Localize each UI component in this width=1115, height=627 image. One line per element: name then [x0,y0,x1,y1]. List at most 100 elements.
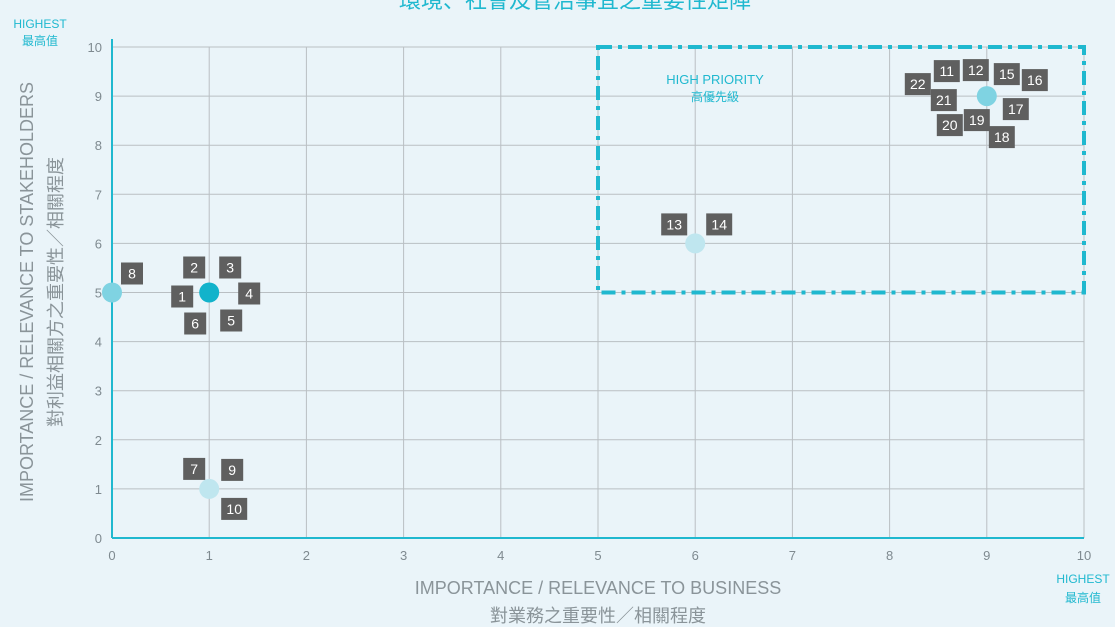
issue-number: 22 [910,76,926,92]
issue-number: 4 [245,286,253,302]
issue-label-box [221,458,244,481]
issue-number: 6 [191,316,199,332]
data-points [102,86,997,499]
issue-label: 6 [184,312,207,335]
issue-number: 8 [128,266,136,282]
issue-label: 14 [706,213,733,236]
issue-label: 20 [936,114,963,137]
issue-label-box [121,262,143,285]
x-tick-label: 8 [886,548,893,563]
issue-label: 9 [221,458,244,481]
issue-number: 1 [178,289,186,305]
y-tick-label: 2 [95,433,102,448]
y-corner-label-zh: 最高值 [22,33,58,48]
issue-label: 1 [171,285,194,308]
issue-number: 10 [226,501,242,517]
issue-number: 15 [999,66,1015,82]
x-corner-label: HIGHEST [1056,572,1110,586]
issue-label-box [184,312,207,335]
issue-label-box [962,59,989,82]
y-tick-label: 4 [95,335,102,350]
issue-label-box [1002,98,1029,121]
high-priority-label-zh: 高優先級 [691,89,739,104]
issue-label: 3 [219,256,242,279]
issue-label: 21 [930,89,957,112]
y-tick-labels: 0 1 2 3 4 5 6 7 8 9 10 [88,40,102,546]
y-tick-label: 7 [95,187,102,202]
high-priority-region [596,45,1086,295]
issue-number: 17 [1008,101,1024,117]
issue-label-box [661,213,688,236]
y-tick-label: 5 [95,286,102,301]
issue-label-box [904,73,931,96]
issue-label-box [171,285,194,308]
issue-number: 18 [994,129,1010,145]
issue-number: 12 [968,62,984,78]
issue-label-box [993,63,1020,86]
data-point [102,282,122,303]
y-corner-label: HIGHEST [13,17,67,31]
y-tick-label: 10 [88,40,102,55]
issue-number: 7 [190,461,198,477]
issue-label: 10 [221,497,248,520]
issue-label: 18 [988,126,1015,149]
x-tick-label: 3 [400,548,407,563]
high-priority-label: HIGH PRIORITY [666,72,764,87]
x-corner-label-zh: 最高值 [1065,590,1101,605]
issue-number: 21 [936,92,952,108]
y-tick-label: 6 [95,236,102,251]
issue-label-box [1021,69,1048,92]
y-tick-label: 3 [95,384,102,399]
y-tick-label: 8 [95,138,102,153]
x-tick-label: 9 [983,548,990,563]
issue-number: 14 [711,216,727,232]
issue-label: 22 [904,73,931,96]
issue-label: 13 [661,213,688,236]
issue-label-box [963,109,990,132]
issue-number: 20 [942,117,958,133]
issue-number: 3 [226,260,234,276]
issue-label: 16 [1021,69,1048,92]
x-tick-label: 2 [303,548,310,563]
x-tick-label: 1 [206,548,213,563]
issue-number: 5 [227,313,235,329]
y-tick-label: 9 [95,89,102,104]
issue-number: 11 [940,63,955,79]
x-tick-label: 5 [594,548,601,563]
data-point [685,233,706,254]
issue-label-box [183,256,206,279]
issue-label: 2 [183,256,206,279]
data-point [199,478,220,499]
issue-number: 13 [666,216,682,232]
issue-label-box [988,126,1015,149]
issue-number: 9 [228,462,236,478]
issue-label: 8 [121,262,143,285]
issue-label: 4 [238,282,261,305]
chart-title: 環境、社會及管治事宜之重要性矩陣 [399,0,751,13]
issue-label: 12 [962,59,989,82]
issue-number: 19 [969,112,985,128]
issue-label: 19 [963,109,990,132]
issue-label-box [936,114,963,137]
issue-number: 16 [1027,72,1043,88]
x-tick-label: 0 [108,548,115,563]
issue-label-box [933,60,960,83]
y-axis-label-zh: 對利益相關方之重要性／相關程度 [46,157,66,427]
issue-label-box [706,213,733,236]
issue-label-box [930,89,957,112]
issue-label: 7 [183,457,206,480]
x-tick-label: 4 [497,548,504,563]
issue-label: 15 [993,63,1020,86]
x-tick-labels: 0 1 2 3 4 5 6 7 8 9 10 [108,548,1091,563]
x-axis-label: IMPORTANCE / RELEVANCE TO BUSINESS [415,578,781,598]
issue-label-box [221,497,248,520]
x-tick-label: 7 [789,548,796,563]
issue-number: 2 [190,260,198,276]
issue-label: 17 [1002,98,1029,121]
x-axis-label-zh: 對業務之重要性／相關程度 [490,606,706,626]
data-point [199,282,220,303]
x-tick-label: 6 [692,548,699,563]
y-tick-label: 1 [95,482,102,497]
